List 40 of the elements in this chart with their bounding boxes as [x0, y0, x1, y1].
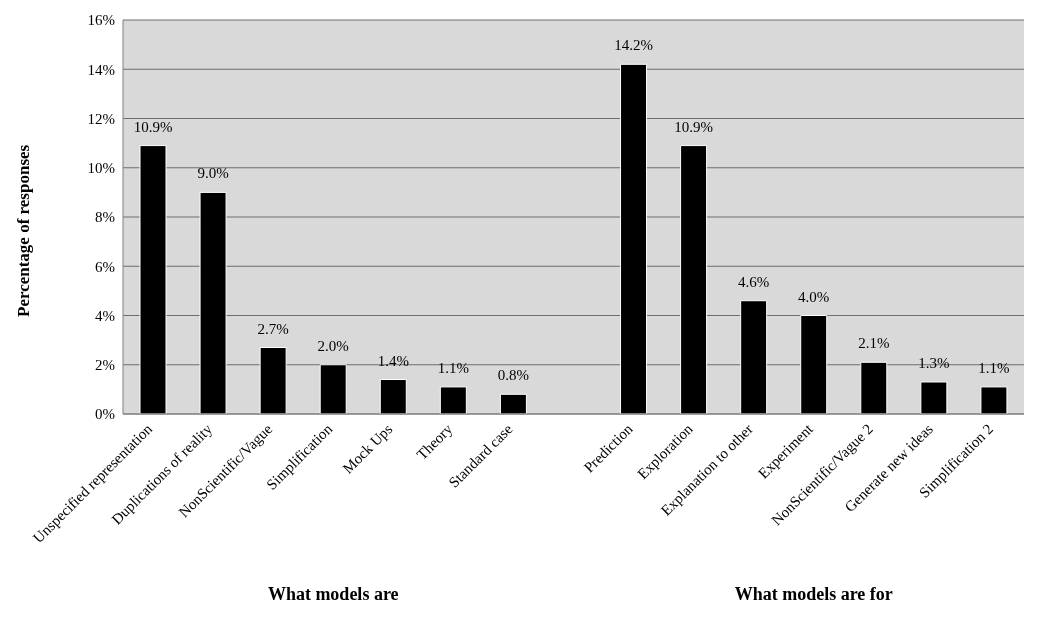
bar [620, 63, 648, 414]
data-label: 10.9% [674, 118, 713, 135]
bar [439, 386, 467, 414]
y-tick-label: 10% [87, 160, 115, 177]
data-label: 1.3% [918, 354, 950, 371]
text: What models are for [733, 584, 894, 605]
bar [920, 381, 948, 414]
data-label: 9.0% [197, 165, 229, 182]
bar [499, 393, 527, 414]
bar [259, 347, 287, 414]
text: What models are [266, 584, 400, 605]
bar [319, 364, 347, 414]
y-axis-title: Percentage of responses [14, 144, 34, 317]
bar [139, 145, 167, 414]
y-tick-label: 16% [87, 12, 115, 29]
data-label: 10.9% [133, 118, 173, 135]
y-tick-label: 2% [95, 357, 115, 374]
bar [680, 145, 708, 414]
y-tick-label: 6% [95, 258, 115, 275]
data-label: 14.2% [614, 37, 653, 54]
y-tick-label: 14% [87, 61, 115, 78]
bar [800, 315, 828, 414]
y-tick-label: 0% [95, 406, 115, 423]
bar [980, 386, 1008, 414]
data-label: 2.0% [317, 337, 349, 354]
bar [199, 191, 227, 414]
bar [740, 300, 768, 414]
data-label: 2.1% [858, 335, 890, 352]
data-label: 1.4% [377, 352, 409, 369]
bar [379, 379, 407, 414]
data-label: 0.8% [497, 367, 530, 384]
bar [860, 361, 888, 414]
y-tick-label: 8% [95, 209, 115, 226]
data-label: 1.1% [437, 359, 469, 376]
y-tick-label: 4% [95, 307, 115, 324]
y-tick-label: 12% [87, 110, 115, 127]
data-label: 2.7% [257, 320, 289, 337]
data-label: 4.0% [798, 288, 830, 305]
data-label: 4.6% [738, 273, 770, 290]
data-label: 1.1% [978, 359, 1010, 376]
